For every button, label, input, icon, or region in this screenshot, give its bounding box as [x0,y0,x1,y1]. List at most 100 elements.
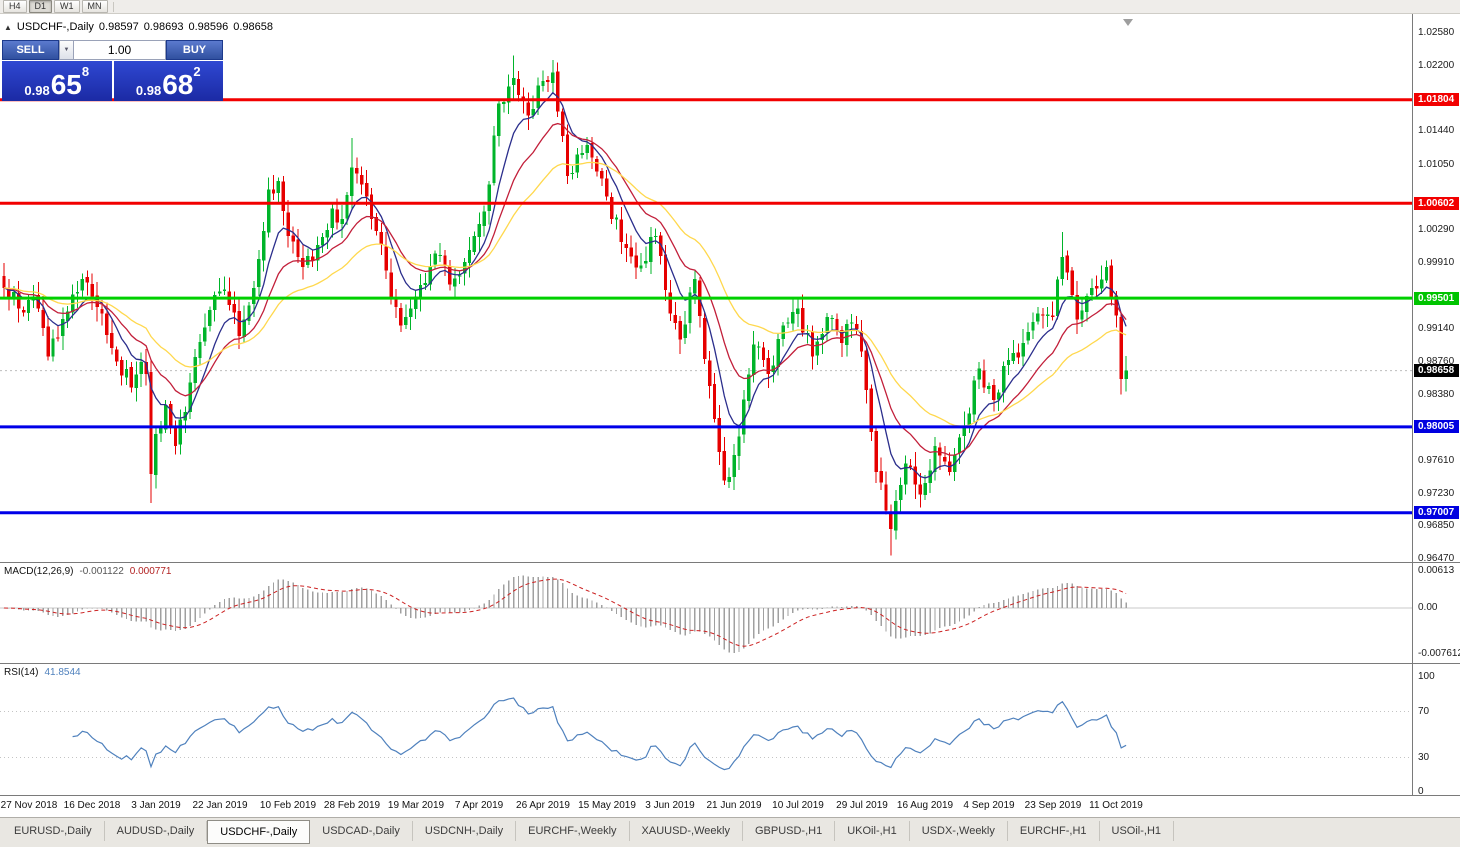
rsi-chart[interactable] [0,664,1412,795]
time-axis-label: 22 Jan 2019 [192,800,248,811]
candle-body [595,159,599,172]
candle-body [7,288,11,299]
candle-body [217,291,222,294]
candlestick-chart[interactable] [0,14,1412,562]
candle-body [992,385,996,400]
candle-body [933,446,937,472]
candle-body [115,349,119,362]
candle-body [810,331,815,357]
price-axis[interactable]: 1.02580 1.02200 1.01440 1.01050 1.00290 0.999… [1412,14,1460,797]
candle-body [389,272,393,297]
price-axis-label: 0.99140 [1418,323,1455,334]
candle-body [404,317,408,326]
candle-body [315,244,320,261]
candle-body [448,266,452,285]
rsi-axis-label: 30 [1418,752,1430,763]
rsi-panel[interactable]: RSI(14) 41.8544 [0,664,1412,795]
volume-dropdown-button[interactable]: ▼ [59,40,74,60]
candle-body [438,255,442,257]
candle-body [507,86,511,103]
symbol-tab-gbpusd-h1[interactable]: GBPUSD-,H1 [743,821,836,841]
candle-body [913,466,918,485]
candle-body [703,317,707,360]
candle-body [649,237,653,263]
candle-body [570,173,575,175]
panel-separator[interactable] [0,663,1460,664]
candle-body [369,194,374,219]
candle-body [46,326,50,357]
symbol-tab-eurchf-h1[interactable]: EURCHF-,H1 [1008,821,1100,841]
macd-chart[interactable] [0,563,1412,663]
period-button-d1[interactable]: D1 [28,0,53,13]
macd-signal-line [3,578,1127,647]
panel-separator[interactable] [0,562,1460,563]
symbol-tab-usdchf-daily[interactable]: USDCHF-,Daily [207,820,311,844]
symbol-tab-usdcad-daily[interactable]: USDCAD-,Daily [310,821,413,841]
one-click-collapse-icon[interactable]: ▲ [4,22,12,32]
candle-body [899,485,903,500]
candle-body [242,319,246,337]
candle-body [394,297,398,308]
candle-body [1016,352,1020,358]
symbol-tab-usdx-weekly[interactable]: USDX-,Weekly [910,821,1008,841]
chart-ohlc-readout: ▲ USDCHF-,Daily 0.98597 0.98693 0.98596 … [4,21,273,33]
rsi-axis-label: 70 [1418,706,1430,717]
symbol-tab-eurchf-weekly[interactable]: EURCHF-,Weekly [516,821,630,841]
candle-body [139,361,143,375]
sell-price-button[interactable]: 0.98 65 8 [2,61,112,101]
period-button-h4[interactable]: H4 [3,0,27,13]
buy-button[interactable]: BUY [166,40,223,60]
candle-body [854,323,859,330]
symbol-tab-usdcnh-daily[interactable]: USDCNH-,Daily [413,821,517,841]
candle-body [61,318,65,337]
candle-body [208,310,212,326]
volume-input[interactable]: 1.00 [74,40,166,60]
sell-button[interactable]: SELL [2,40,59,60]
sell-price-main: 65 [50,69,82,100]
candle-body [977,368,981,380]
candle-body [66,311,70,321]
symbol-tab-eurusd-daily[interactable]: EURUSD-,Daily [2,821,105,841]
candle-body [374,217,379,231]
candle-body [237,311,241,336]
time-axis-label: 3 Jan 2019 [131,800,181,811]
candle-body [678,321,682,340]
main-chart-panel[interactable]: ▲ USDCHF-,Daily 0.98597 0.98693 0.98596 … [0,14,1412,562]
symbol-tab-usoil-h1[interactable]: USOil-,H1 [1100,821,1175,841]
candle-body [423,283,428,285]
price-axis-label: 0.97230 [1418,488,1455,499]
candle-body [90,284,94,297]
chart-shift-marker[interactable] [1123,19,1133,26]
period-button-w1[interactable]: W1 [54,0,80,13]
symbol-tab-xauusd-weekly[interactable]: XAUUSD-,Weekly [630,821,743,841]
candle-body [546,79,550,82]
candle-body [1026,332,1030,341]
candle-body [737,436,741,456]
candle-body [26,300,31,314]
candle-body [982,370,986,388]
buy-price-pip: 2 [193,64,201,79]
candle-body [600,171,604,179]
ma-line-17 [3,122,1127,456]
buy-price-button[interactable]: 0.98 68 2 [113,61,223,101]
candle-body [257,259,261,287]
candle-body [51,338,55,357]
candle-body [658,235,663,256]
candles-layer [2,55,1128,556]
period-button-mn[interactable]: MN [81,0,108,13]
candle-body [639,265,643,269]
candle-body [693,279,697,294]
price-axis-label: 1.02580 [1418,27,1455,38]
chart-symbol-title: USDCHF-,Daily [16,21,94,33]
candle-body [541,81,545,86]
symbol-tab-ukoil-h1[interactable]: UKOil-,H1 [835,821,910,841]
macd-panel[interactable]: MACD(12,26,9) -0.001122 0.000771 [0,563,1412,663]
candle-body [149,372,153,474]
candle-body [997,392,1001,400]
panel-separator [0,795,1460,796]
symbol-tab-audusd-daily[interactable]: AUDUSD-,Daily [105,821,208,841]
rsi-name: RSI(14) [4,667,39,678]
time-axis[interactable]: 27 Nov 2018 16 Dec 2018 3 Jan 2019 22 Jan 2… [0,796,1412,817]
candle-body [320,237,325,246]
candle-body [673,315,677,324]
